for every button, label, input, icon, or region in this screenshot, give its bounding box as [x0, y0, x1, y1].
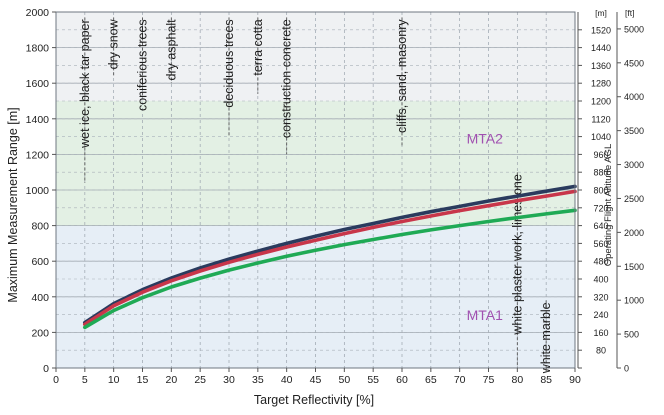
right-axis-ft-label: 3000	[624, 160, 644, 170]
right-axis-m-label: 960	[593, 150, 608, 160]
right-axis-m-unit: [m]	[595, 8, 607, 18]
right-axis-ft-label: 2500	[624, 194, 644, 204]
right-axis-m-label: 240	[593, 310, 608, 320]
right-axis-m-label: 480	[593, 257, 608, 267]
right-axis-m-label: 1040	[591, 132, 611, 142]
x-tick-label: 55	[367, 374, 379, 386]
right-axis-m-label: 1360	[591, 61, 611, 71]
x-tick-label: 0	[53, 374, 59, 386]
y-axis-title: Maximum Measurement Range [m]	[6, 107, 20, 302]
y-tick-label: 1200	[26, 149, 50, 161]
right-axis-m-label: 1440	[591, 43, 611, 53]
x-tick-label: 30	[223, 374, 235, 386]
right-axis-m-label: 80	[596, 346, 606, 356]
x-axis-title: Target Reflectivity [%]	[254, 393, 374, 407]
right-axis-m-label: 560	[593, 239, 608, 249]
right-axis-m-label: 320	[593, 292, 608, 302]
y-tick-label: 0	[43, 363, 49, 375]
right-axis-title: Operating Flight Altitude AGL	[603, 144, 614, 267]
right-axis-ft-label: 4000	[624, 92, 644, 102]
y-tick-label: 400	[31, 292, 49, 304]
annotation-label: dry asphalt	[164, 19, 178, 81]
annotation-label: coniferious trees	[136, 19, 150, 111]
right-axis-m-label: 160	[593, 328, 608, 338]
x-tick-label: 20	[165, 374, 177, 386]
y-tick-label: 600	[31, 256, 49, 268]
right-axis-m-label: 1120	[591, 114, 610, 124]
annotation-label: terra cotta	[251, 19, 265, 75]
right-axis-ft-label: 1500	[624, 262, 644, 272]
right-axis-ft-unit: [ft]	[625, 8, 634, 18]
y-tick-label: 1000	[26, 185, 50, 197]
x-tick-label: 25	[194, 374, 206, 386]
band-label: MTA1	[467, 307, 504, 323]
right-axis-ft-label: 0	[624, 364, 629, 374]
x-tick-label: 15	[137, 374, 149, 386]
right-axis-m-label: 1280	[591, 79, 611, 89]
right-axis-ft-label: 5000	[624, 24, 644, 34]
annotation-label: cliffs, sand, masonry	[395, 19, 409, 133]
x-tick-label: 70	[454, 374, 466, 386]
material-annotation-layer: wet ice, black tar paper dry snow coniferi…	[78, 17, 553, 374]
right-axis-m-label: 720	[593, 203, 608, 213]
annotation-label: dry snow	[107, 18, 121, 69]
x-tick-label: 10	[108, 374, 120, 386]
band-label: MTA2	[467, 131, 504, 147]
right-axis-m-label: 800	[593, 186, 608, 196]
right-axis-ft-label: 500	[624, 330, 639, 340]
right-axis-m-label: 640	[593, 221, 608, 231]
right-axis-m-label: 400	[593, 275, 608, 285]
x-tick-label: 85	[540, 374, 552, 386]
y-tick-label: 1400	[26, 114, 50, 126]
x-tick-label: 65	[425, 374, 437, 386]
x-tick-label: 40	[281, 374, 293, 386]
right-axis-ft-label: 3500	[624, 126, 644, 136]
y-tick-label: 1600	[26, 78, 50, 90]
right-axis-ft-label: 4500	[624, 58, 644, 68]
series-line-2	[83, 189, 577, 327]
annotation-label: deciduous trees	[222, 19, 236, 107]
annotation-label: white plaster work, limestone	[510, 174, 524, 336]
right-axis-m-label: 1200	[591, 97, 611, 107]
x-tick-label: 75	[483, 374, 495, 386]
x-tick-label: 80	[511, 374, 523, 386]
right-axes-layer: 80 160 240 320 400 480 560 640 720 800 880 960 1040 1…	[577, 8, 644, 374]
series-line-1	[83, 184, 577, 325]
right-axis-m-label: 1520	[591, 25, 611, 35]
x-tick-label: 5	[82, 374, 88, 386]
y-tick-label: 1800	[26, 43, 50, 55]
series-layer	[83, 184, 577, 330]
x-tick-label: 50	[338, 374, 350, 386]
annotation-label: wet ice, black tar paper	[78, 19, 92, 149]
annotation-label: white marble	[539, 302, 553, 374]
annotation-label: construction concrete	[280, 19, 294, 138]
series-line-3	[83, 208, 577, 330]
band-label-layer: MTA1 MTA2	[467, 131, 504, 323]
x-tick-label: 45	[310, 374, 322, 386]
x-tick-label: 35	[252, 374, 264, 386]
x-tick-label: 60	[396, 374, 408, 386]
y-tick-label: 2000	[26, 7, 50, 19]
y-tick-label: 200	[31, 327, 49, 339]
right-axis-ft-label: 1000	[624, 296, 644, 306]
right-axis-m-label: 880	[593, 168, 608, 178]
x-tick-label: 90	[569, 374, 581, 386]
right-axis-ft-label: 2000	[624, 228, 644, 238]
axes-layer: 0 200 400 600 800 1000 1200 1400 1600 1800 2000 0 5 1…	[26, 7, 581, 386]
y-tick-label: 800	[31, 221, 49, 233]
